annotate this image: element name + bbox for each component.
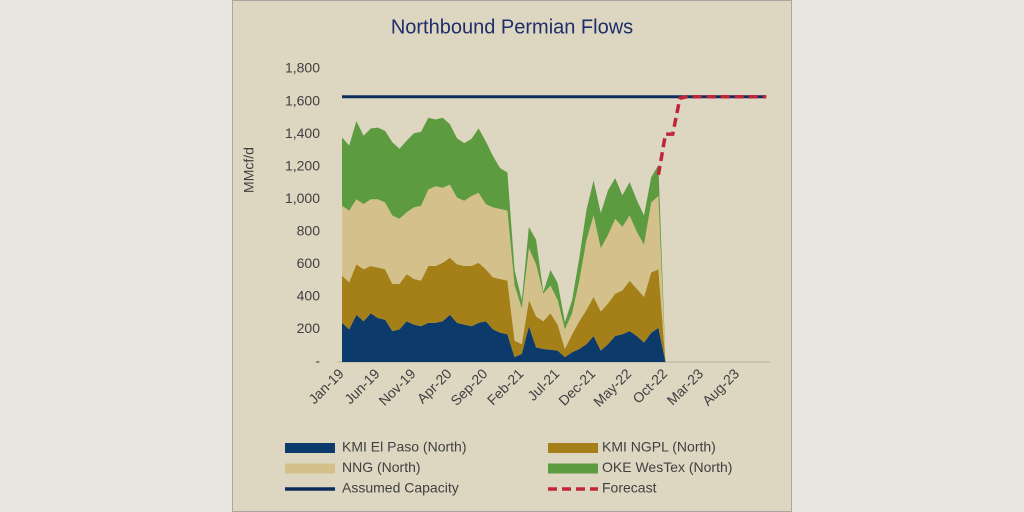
legend-swatch [285, 463, 335, 474]
y-tick-label: 1,400 [285, 125, 320, 141]
legend-label: KMI El Paso (North) [342, 439, 466, 455]
legend-swatch [285, 443, 335, 453]
legend-swatch [548, 443, 598, 453]
legend-label: NNG (North) [342, 459, 421, 475]
y-tick-label: 400 [297, 288, 321, 304]
area-series [342, 257, 666, 362]
y-tick-label: - [315, 353, 320, 369]
y-tick-label: 600 [297, 255, 321, 271]
y-tick-label: 200 [297, 320, 321, 336]
legend-swatch [548, 463, 598, 474]
forecast-line [656, 94, 767, 176]
y-tick-label: 1,800 [285, 60, 320, 76]
chart-title: Northbound Permian Flows [391, 16, 633, 38]
legend-label: OKE WesTex (North) [602, 459, 732, 475]
legend-label: Assumed Capacity [342, 480, 459, 496]
y-tick-label: 1,600 [285, 92, 320, 108]
area-series [342, 117, 666, 362]
y-tick-label: 800 [297, 222, 321, 238]
area-series [342, 184, 666, 362]
area-series [342, 313, 666, 362]
y-tick-label: 1,200 [285, 157, 320, 173]
legend-label: Forecast [602, 480, 657, 496]
legend-label: KMI NGPL (North) [602, 439, 716, 455]
y-tick-label: 1,000 [285, 190, 320, 206]
y-axis-label: MMcf/d [241, 147, 257, 193]
